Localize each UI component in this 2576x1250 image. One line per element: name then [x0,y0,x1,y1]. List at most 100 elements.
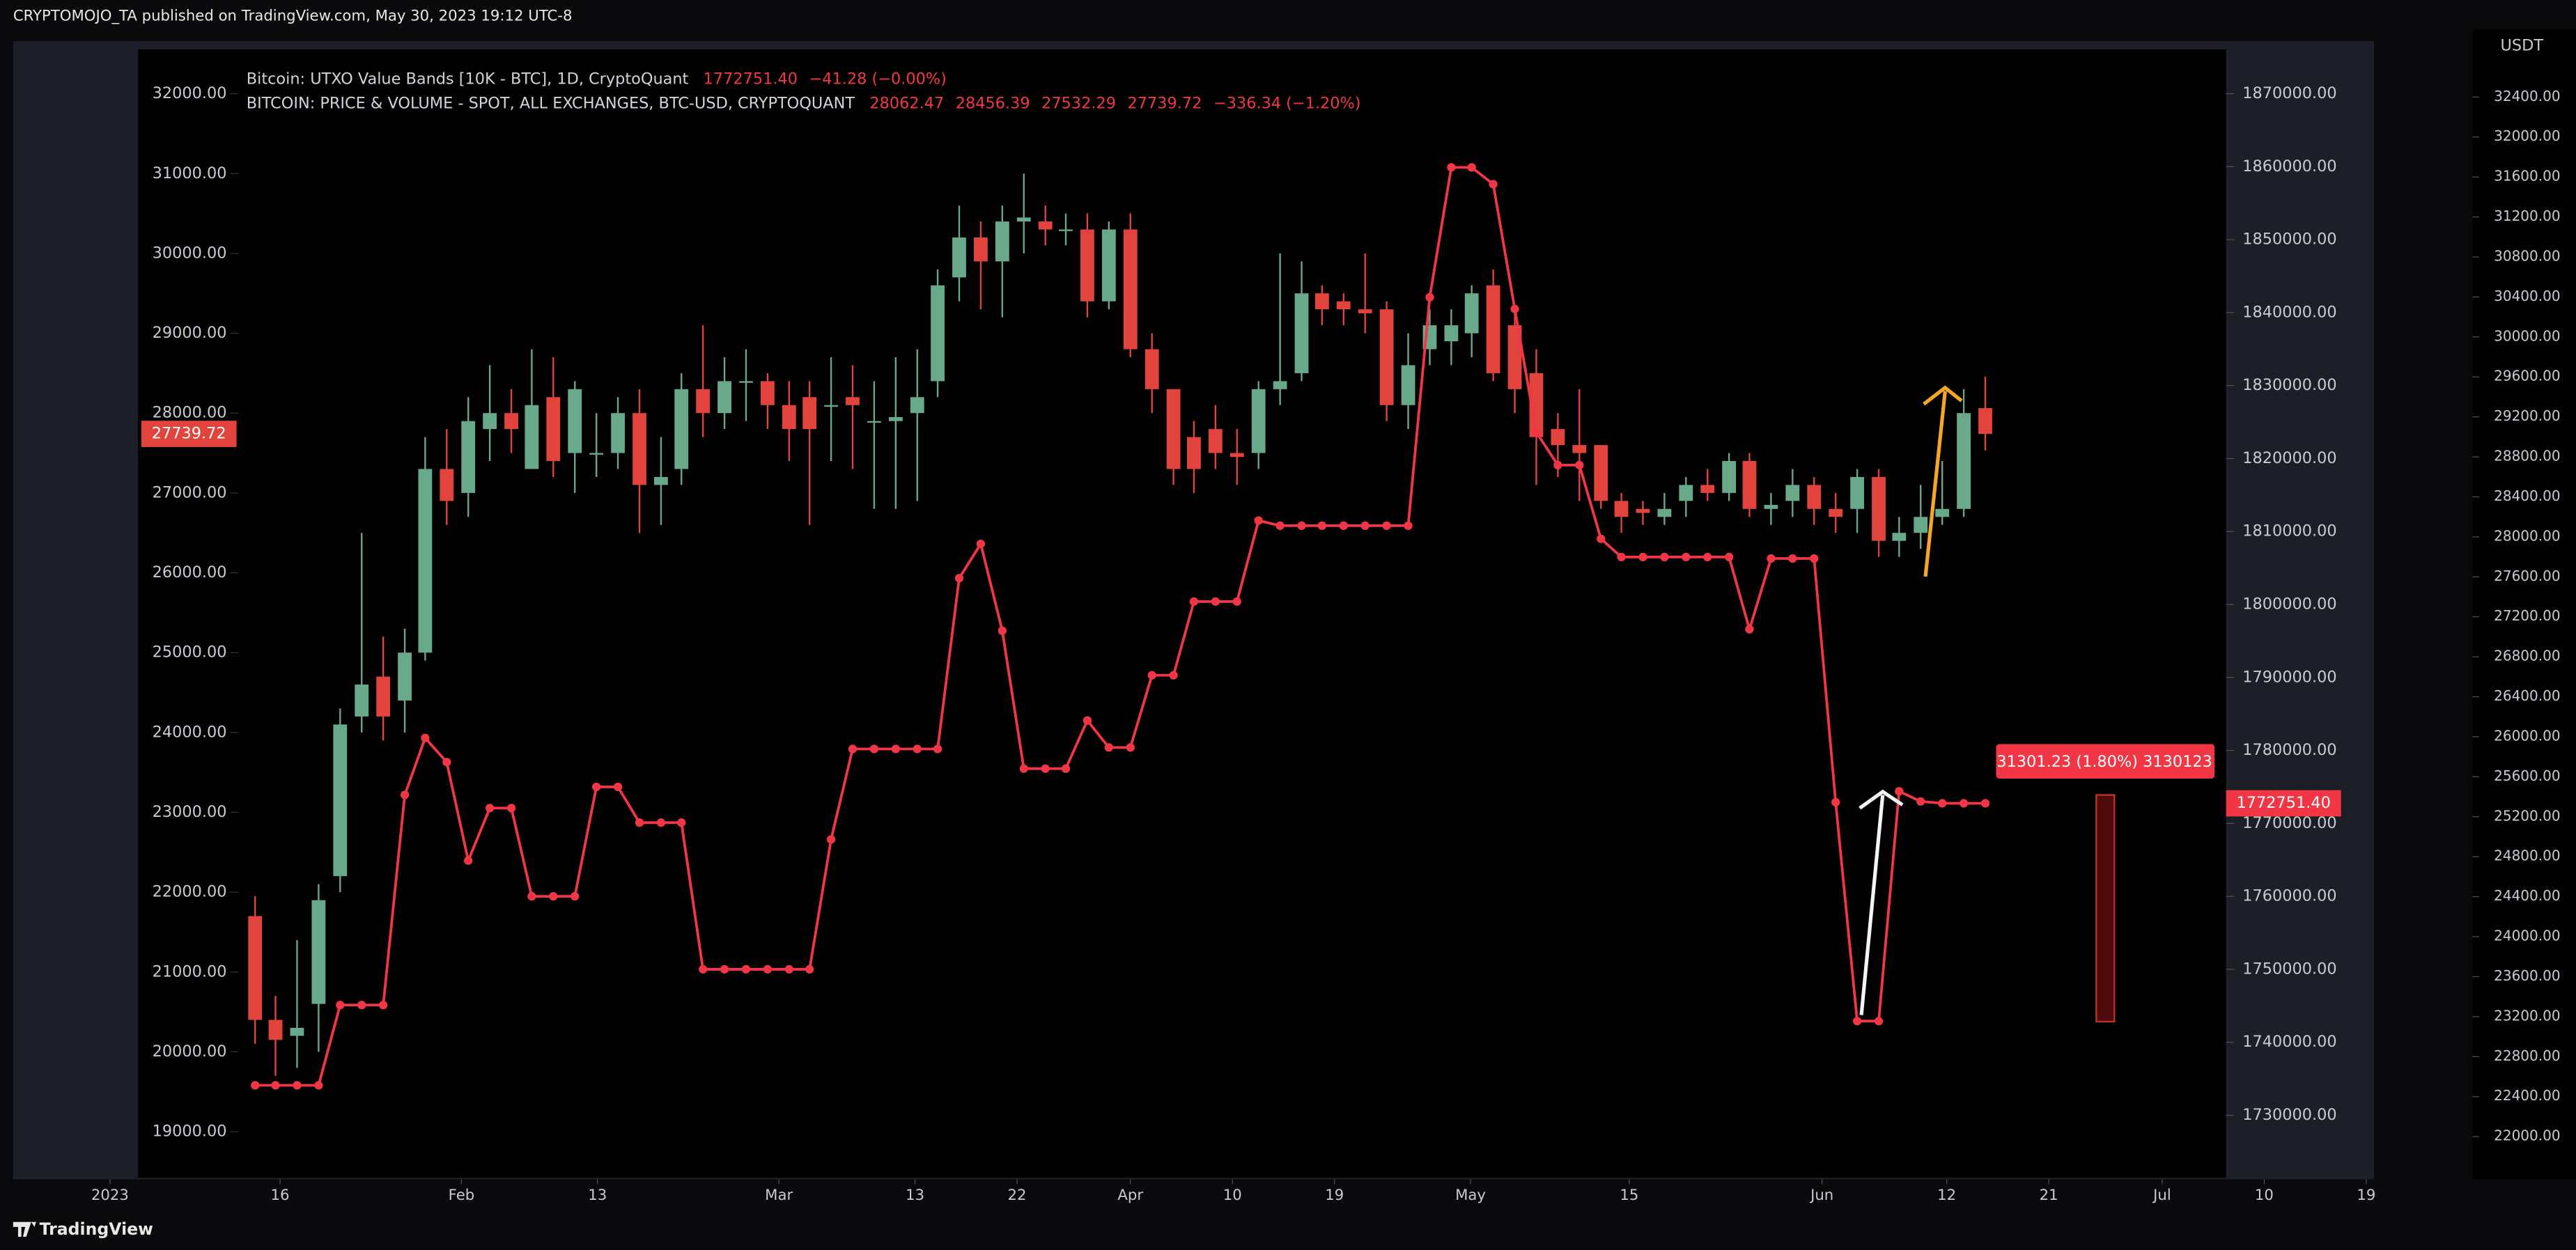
y3-tick-label: 32000.00 [2494,127,2561,144]
y3-tick-label: 27600.00 [2494,568,2561,584]
line-point [976,539,986,549]
candle-body [1294,293,1309,373]
candle-body [1892,533,1907,541]
x-tick-label: 13 [906,1187,924,1204]
line-point [592,782,601,792]
candle-body [1059,229,1073,231]
candle-body [398,653,412,701]
line-point [251,1081,260,1090]
x-tick-label: 13 [588,1187,607,1204]
measure-label: 31301.23 (1.80%) 3130123 [1996,753,2212,771]
candle-body [355,685,369,717]
line-point [656,818,666,827]
candle-body [1486,285,1500,373]
outer-axis-panel [2472,29,2576,1180]
y2-tick-label: 1760000.00 [2242,887,2336,905]
y3-tick-label: 28800.00 [2494,448,2561,464]
line-point [1467,163,1476,172]
y3-tick-label: 30400.00 [2494,288,2561,304]
candle-body [1507,325,1522,389]
candle-body [846,397,860,405]
y2-tick-label: 1860000.00 [2242,157,2336,175]
candle-body [1572,445,1587,453]
orange-arrow [1923,385,1963,577]
arrow-shaft [1923,391,1947,577]
y3-tick-label: 24400.00 [2494,887,2561,904]
line-point [1447,163,1456,172]
candle-body [717,381,731,414]
x-tick-label: 22 [1008,1187,1027,1204]
header: CRYPTOMOJO_TA published on TradingView.c… [13,8,573,25]
x-tick-label: 10 [1223,1187,1242,1204]
legend-change: −41.28 (−0.00%) [809,70,947,88]
x-tick-label: 10 [2255,1187,2274,1204]
line-point [442,758,451,767]
candle-body [376,676,391,717]
candle-body [824,405,838,407]
y-tick-label: 20000.00 [153,1042,227,1061]
y-tick-label: 29000.00 [153,324,227,342]
line-point [1895,787,1904,796]
line-point [741,964,751,974]
x-tick-label: Jul [2152,1187,2171,1204]
candle-body [1657,508,1672,517]
line [255,166,1986,1087]
candle-body [1935,508,1950,517]
marks [248,163,1992,1090]
y-tick-label: 24000.00 [153,723,227,741]
line-point [1510,304,1519,313]
y3-tick-label: 26400.00 [2494,687,2561,704]
line-point [1682,552,1691,562]
y3-tick-label: 22000.00 [2494,1127,2561,1144]
candle-body [888,416,903,421]
candle-body [1679,485,1693,501]
line-point [613,782,623,792]
legend-value: 1772751.40 [704,70,798,88]
x-tick-label: Feb [449,1187,475,1204]
candle-body [1038,221,1053,230]
y-tick-label: 19000.00 [153,1123,227,1141]
line-point [1788,554,1797,563]
y3-tick-label: 30800.00 [2494,247,2561,264]
y3-tick-label: 24000.00 [2494,928,2561,944]
line-point [1638,552,1647,562]
candle-body [674,389,689,469]
footer: TradingView [40,1219,153,1239]
candle-body [611,413,625,453]
line-point [1810,554,1819,563]
y3-tick-label: 22400.00 [2494,1087,2561,1104]
candle-body [290,1028,304,1036]
line-point [357,1001,366,1010]
y2-tick-label: 1820000.00 [2242,449,2336,467]
x-tick-label: 19 [2357,1187,2375,1204]
line-point [464,856,473,865]
legend-high: 28456.39 [956,94,1030,112]
candle-body [1785,485,1800,501]
candle-body [1145,349,1159,389]
line-point [848,744,858,753]
line-point [1660,552,1669,562]
y3-tick-label: 23600.00 [2494,967,2561,984]
y-tick-label: 22000.00 [153,883,227,901]
candle-body [248,916,263,1020]
line-point [1489,180,1498,189]
line-point [549,892,558,901]
candle-body [1636,508,1650,513]
candle-body [1187,437,1201,469]
candle-body [974,237,988,262]
candle-body [1314,293,1329,310]
y2-tick-label: 1800000.00 [2242,595,2336,614]
line-point [1532,428,1541,437]
candle-body [1208,429,1223,453]
line-point [1083,716,1092,725]
candle-body [1807,485,1822,509]
line-point [379,1001,388,1010]
y3-tick-label: 25600.00 [2494,767,2561,784]
x-tick-label: 21 [2040,1187,2058,1204]
line-point [998,626,1007,635]
y2-tick-label: 1780000.00 [2242,741,2336,759]
candle-body [1016,217,1031,222]
candle-body [504,413,518,430]
candle-body [761,381,775,405]
line-point [677,818,686,827]
